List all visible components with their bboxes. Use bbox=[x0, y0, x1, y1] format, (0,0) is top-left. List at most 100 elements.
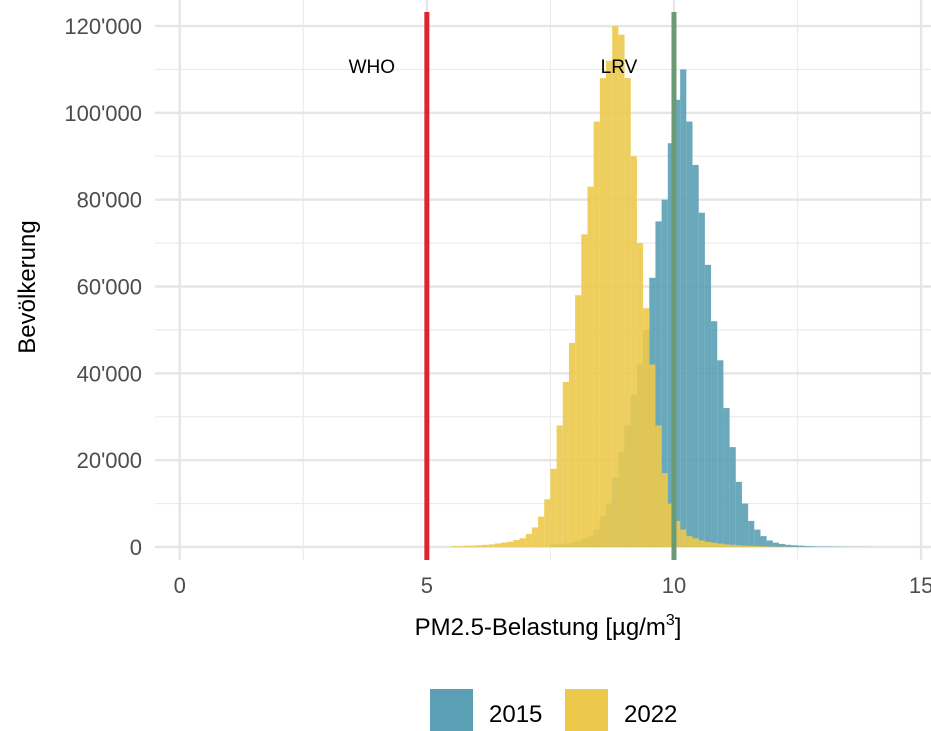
bar-2022-10 bbox=[513, 540, 520, 547]
bar-2022-21 bbox=[581, 234, 588, 547]
y-tick-label: 20'000 bbox=[77, 448, 142, 473]
series-2022 bbox=[451, 26, 798, 547]
bar-2015-24 bbox=[698, 212, 705, 547]
bar-2015-35 bbox=[766, 540, 773, 547]
bar-2022-31 bbox=[643, 308, 650, 547]
bar-2022-29 bbox=[630, 156, 637, 547]
bar-2015-30 bbox=[735, 481, 742, 547]
bar-2015-34 bbox=[760, 536, 767, 547]
bar-2022-42 bbox=[711, 542, 718, 547]
bar-2022-17 bbox=[556, 425, 563, 547]
bar-2022-26 bbox=[612, 26, 619, 547]
y-axis-title: Bevölkerung bbox=[14, 220, 41, 353]
bar-2022-38 bbox=[686, 536, 693, 547]
bar-2022-2 bbox=[463, 545, 471, 547]
bar-2022-32 bbox=[649, 364, 656, 547]
x-axis-ticks: 0 5 10 15 bbox=[174, 573, 931, 598]
bar-2022-47 bbox=[741, 545, 749, 547]
bar-2022-5 bbox=[482, 544, 489, 547]
reference-lines: WHO LRV bbox=[349, 12, 677, 560]
bar-2022-34 bbox=[661, 473, 668, 547]
bar-2022-22 bbox=[587, 186, 594, 547]
bar-2015-27 bbox=[717, 360, 724, 547]
bar-2022-25 bbox=[606, 60, 613, 547]
bar-2015-21 bbox=[680, 69, 687, 547]
legend-swatch-2022 bbox=[565, 689, 608, 731]
bar-2015-42 bbox=[809, 546, 817, 547]
x-axis-title-main: PM2.5-Belastung [µg/m bbox=[415, 614, 666, 641]
bar-2022-7 bbox=[494, 543, 501, 547]
bar-2022-1 bbox=[457, 546, 464, 547]
bar-2015-41 bbox=[803, 546, 810, 547]
bar-2022-48 bbox=[748, 545, 755, 547]
x-tick-label: 5 bbox=[421, 573, 433, 598]
x-axis-title-superscript: 3 bbox=[666, 612, 675, 629]
x-tick-label: 15 bbox=[909, 573, 931, 598]
bar-2015-28 bbox=[723, 408, 730, 547]
bar-2022-11 bbox=[519, 538, 526, 547]
ref-label-who: WHO bbox=[349, 57, 395, 78]
bar-2022-44 bbox=[723, 544, 730, 547]
bar-2022-8 bbox=[500, 542, 508, 547]
bar-2022-4 bbox=[476, 545, 483, 547]
bar-2015-31 bbox=[741, 503, 749, 547]
x-tick-label: 10 bbox=[662, 573, 686, 598]
bar-2015-38 bbox=[785, 544, 792, 547]
bar-2015-32 bbox=[748, 520, 755, 547]
bar-2015-19 bbox=[667, 143, 674, 547]
bar-2022-23 bbox=[593, 121, 600, 547]
y-tick-label: 120'000 bbox=[64, 14, 142, 39]
bar-2022-18 bbox=[562, 382, 569, 547]
bar-2022-6 bbox=[488, 544, 495, 547]
bar-2022-15 bbox=[544, 499, 551, 547]
legend-label-2015: 2015 bbox=[489, 701, 542, 728]
histogram-bars bbox=[451, 26, 872, 547]
bar-2022-43 bbox=[717, 543, 724, 547]
bar-2022-45 bbox=[729, 544, 736, 547]
bar-2022-39 bbox=[692, 538, 699, 547]
bar-2015-36 bbox=[772, 542, 780, 547]
bar-2015-22 bbox=[686, 121, 693, 547]
bar-2015-17 bbox=[655, 221, 662, 547]
x-axis-title-suffix: ] bbox=[675, 614, 682, 641]
bar-2015-40 bbox=[797, 545, 804, 547]
legend-label-2022: 2022 bbox=[624, 701, 677, 728]
bar-2022-16 bbox=[550, 468, 557, 547]
bar-2022-37 bbox=[680, 529, 687, 547]
bar-2015-18 bbox=[661, 199, 668, 547]
bar-2015-39 bbox=[791, 545, 798, 547]
y-tick-label: 40'000 bbox=[77, 361, 142, 386]
bar-2022-13 bbox=[531, 527, 539, 547]
grid-lines bbox=[155, 0, 931, 560]
bar-2022-41 bbox=[704, 541, 712, 547]
ref-label-lrv: LRV bbox=[601, 57, 638, 78]
bar-2015-33 bbox=[754, 529, 761, 547]
bar-2015-23 bbox=[692, 164, 699, 547]
bar-2022-9 bbox=[507, 541, 514, 547]
legend: 2015 2022 bbox=[430, 689, 677, 731]
x-tick-label: 0 bbox=[174, 573, 186, 598]
bar-2015-25 bbox=[704, 264, 712, 547]
bar-2022-12 bbox=[525, 533, 532, 547]
bar-2022-30 bbox=[636, 243, 644, 547]
y-axis-ticks: 0 20'000 40'000 60'000 80'000 100'000 120'000 bbox=[64, 14, 142, 560]
bar-2015-29 bbox=[729, 447, 736, 547]
bar-2015-26 bbox=[711, 321, 718, 547]
y-tick-label: 0 bbox=[130, 535, 142, 560]
bar-2022-19 bbox=[568, 342, 576, 547]
bar-2022-50 bbox=[760, 546, 767, 547]
bar-2022-27 bbox=[618, 34, 625, 547]
y-tick-label: 100'000 bbox=[64, 101, 142, 126]
bar-2022-28 bbox=[624, 78, 631, 547]
bar-2022-35 bbox=[667, 503, 674, 547]
bar-2022-3 bbox=[470, 545, 477, 547]
bar-2022-20 bbox=[575, 295, 582, 547]
bar-2015-37 bbox=[779, 543, 786, 547]
bar-2022-33 bbox=[655, 425, 662, 547]
x-axis-title: PM2.5-Belastung [µg/m3] bbox=[415, 612, 682, 641]
bar-2015-20 bbox=[673, 99, 681, 547]
bar-2022-49 bbox=[754, 546, 761, 547]
legend-swatch-2015 bbox=[430, 689, 473, 731]
y-tick-label: 80'000 bbox=[77, 188, 142, 213]
